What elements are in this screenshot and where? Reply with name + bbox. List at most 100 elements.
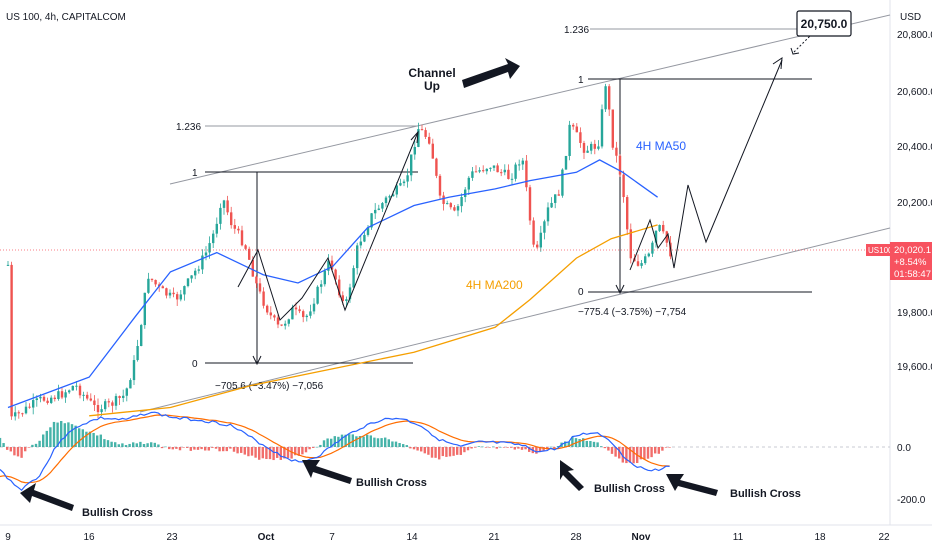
price-tick: 19,800.0 — [897, 308, 932, 319]
candle-body — [420, 129, 424, 131]
time-axis[interactable]: 9 16 23 Oct 7 14 21 28 Nov 11 18 22 — [5, 532, 890, 543]
candle-body — [478, 170, 481, 172]
macd-histogram-bar — [380, 438, 383, 447]
macd-histogram-bar — [211, 447, 214, 448]
macd-histogram-bar — [528, 447, 531, 452]
candle-body — [197, 269, 200, 271]
bar-countdown: 01:58:47 — [894, 269, 931, 280]
candle-body — [276, 317, 280, 325]
candle-body — [600, 109, 604, 147]
candle-body — [442, 195, 445, 204]
bullish-cross-arrow-3 — [560, 460, 584, 491]
candle-body — [446, 203, 449, 205]
candle-body — [410, 154, 413, 176]
candle-body — [248, 248, 251, 260]
macd-histogram-bar — [513, 447, 516, 450]
bullish-cross-label-4: Bullish Cross — [730, 488, 801, 500]
candle-body — [514, 164, 517, 179]
macd-histogram-bar — [477, 446, 480, 447]
candle-body — [46, 400, 49, 403]
target-callout: 20,750.0 — [796, 10, 852, 37]
candle-body — [363, 234, 366, 242]
bullish-cross-label-2: Bullish Cross — [356, 477, 427, 489]
candle-body — [374, 209, 377, 214]
candle-body — [647, 253, 650, 257]
macd-histogram-bar — [438, 447, 441, 460]
macd-histogram-bar — [6, 447, 9, 450]
macd-histogram-bar — [506, 447, 509, 448]
macd-histogram-bar — [164, 446, 167, 448]
macd-histogram-bar — [618, 447, 621, 459]
price-axis[interactable]: 20,800.0 20,600.0 20,400.0 20,200.0 19,8… — [897, 30, 932, 506]
fib-left-arrow — [252, 355, 262, 366]
macd-histogram-bar — [272, 447, 275, 461]
macd-histogram-bar — [463, 447, 466, 453]
macd-histogram-bar — [430, 447, 434, 458]
ma200-line — [89, 224, 658, 417]
macd-histogram-bar — [63, 423, 66, 447]
macd-histogram-bar — [592, 441, 596, 447]
candle-body — [222, 200, 226, 208]
candle-body — [503, 169, 506, 173]
macd-histogram-bar — [492, 446, 495, 448]
candle-body — [500, 172, 503, 174]
candle-body — [582, 142, 586, 153]
candle-body — [287, 319, 290, 324]
bullish-cross-label-1: Bullish Cross — [82, 507, 153, 519]
candle-body — [320, 284, 323, 287]
macd-histogram — [0, 420, 671, 464]
candle-body — [237, 228, 240, 231]
candle-body — [258, 283, 262, 292]
candle-body — [428, 136, 431, 144]
macd-histogram-bar — [268, 447, 272, 460]
candle-body — [82, 394, 85, 396]
price-tick: 20,200.0 — [897, 198, 932, 209]
fib-left: 1.236 1 0 −705.6 (−3.47%) −7,056 — [176, 122, 418, 392]
candle-body — [651, 242, 654, 254]
macd-histogram-bar — [16, 447, 20, 457]
candle-body — [64, 392, 67, 398]
macd-histogram-bar — [646, 447, 650, 459]
macd-histogram-bar — [114, 442, 117, 447]
macd-histogram-bar — [297, 447, 300, 456]
candle-body — [417, 129, 420, 147]
ma200-label: 4H MA200 — [466, 278, 523, 292]
candle-body — [521, 160, 524, 165]
macd-histogram-bar — [502, 447, 506, 448]
fib-left-1236-label: 1.236 — [176, 122, 201, 133]
macd-histogram-bar — [412, 447, 416, 450]
candle-body — [35, 398, 38, 401]
candle-body — [226, 200, 229, 213]
macd-histogram-bar — [358, 436, 362, 447]
channel-up-arrow — [462, 58, 520, 88]
candle-body — [572, 124, 575, 127]
candle-body — [359, 241, 362, 246]
candle-body — [75, 385, 78, 387]
candle-body — [456, 206, 460, 211]
candle-body — [60, 391, 64, 398]
candle-body — [118, 396, 121, 399]
price-tag-bg — [890, 242, 932, 280]
candle-body — [381, 203, 384, 209]
candle-body — [244, 245, 247, 249]
candle-body — [71, 385, 74, 391]
fib-right-arrow — [615, 284, 625, 295]
macd-histogram-bar — [182, 447, 185, 448]
macd-histogram-bar — [200, 447, 203, 450]
candle-body — [435, 158, 438, 176]
candle-body — [208, 243, 211, 253]
symbol-tag: US100 — [868, 246, 893, 255]
candle-body — [86, 394, 89, 399]
macd-histogram-bar — [578, 439, 581, 447]
candle-body — [147, 278, 150, 293]
macd-histogram-bar — [567, 441, 570, 447]
macd-histogram-bar — [132, 442, 135, 447]
macd-histogram-bar — [610, 447, 614, 454]
fib-right: 1.236 1 0 −775.4 (−3.75%) −7,754 — [564, 25, 812, 318]
candle-body — [644, 256, 647, 264]
macd-histogram-bar — [171, 447, 174, 450]
candle-body — [309, 311, 312, 316]
time-tick: 18 — [814, 532, 826, 543]
candle-body — [532, 220, 535, 245]
